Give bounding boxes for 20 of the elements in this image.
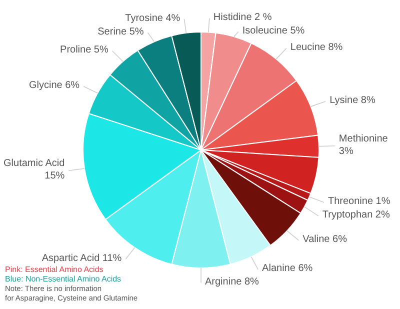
text: Blue: Non-Essential Amino Acids	[5, 274, 122, 284]
slice-label: Alanine 6%	[262, 263, 313, 274]
slice-label: Arginine 8%	[205, 276, 260, 288]
slice-label: Aspartic Acid 11%	[42, 252, 122, 264]
text: Pink: Essential Amino Acids	[5, 265, 104, 274]
slice-label: Lysine 8%	[330, 95, 376, 106]
slice-label: Histidine 2 %	[213, 12, 272, 24]
slice-label: Tryptophan 2%	[322, 210, 390, 221]
data-label: 3%	[338, 146, 354, 157]
slice-label: Valine 6%	[302, 234, 348, 246]
slice-label: Methionine	[338, 133, 388, 144]
slice-label: Tyrosine 4%	[125, 12, 180, 24]
data-label: 15%	[44, 170, 65, 182]
slice-label: Leucine 8%	[290, 42, 343, 54]
slice-label: Isoleucine 5%	[242, 26, 305, 37]
slice-label: Glycine 6%	[28, 80, 80, 92]
slice-label: Threonine 1%	[328, 196, 390, 208]
slice-label: Proline 5%	[60, 44, 108, 56]
slice-label: Glutamic Acid	[4, 158, 65, 170]
slice-label: Serine 5%	[98, 26, 144, 38]
